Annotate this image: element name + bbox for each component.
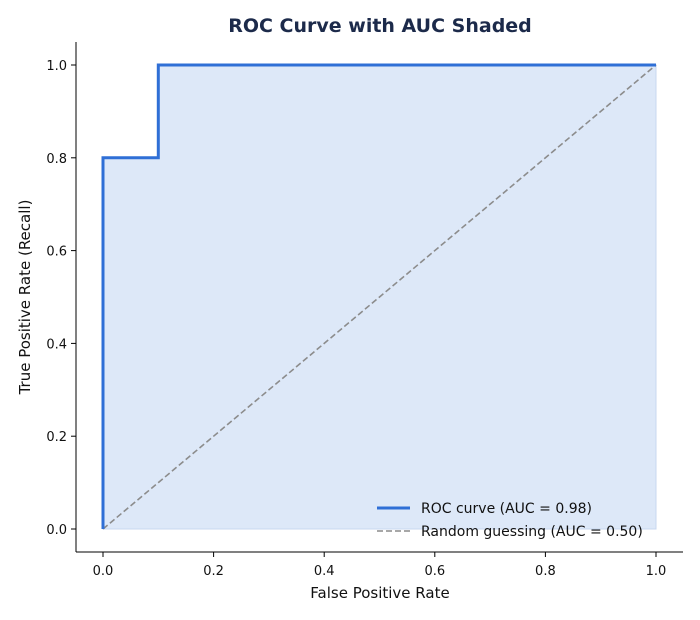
axes: 0.0 0.2 0.4 0.6 0.8 1.0 0.0 0.2 0.4 0.6 0.8 1.0 xyxy=(46,42,683,579)
x-tick-label: 0.8 xyxy=(535,564,556,579)
x-axis-label: False Positive Rate xyxy=(310,584,449,602)
x-tick-label: 0.6 xyxy=(424,564,445,579)
y-tick-label: 1.0 xyxy=(46,59,67,74)
roc-curve-line xyxy=(101,63,656,529)
x-axis-ticks: 0.0 0.2 0.4 0.6 0.8 1.0 xyxy=(93,552,667,579)
plot-area xyxy=(101,63,657,530)
legend-label-random: Random guessing (AUC = 0.50) xyxy=(421,524,643,540)
y-tick-label: 0.8 xyxy=(46,152,67,167)
legend: ROC curve (AUC = 0.98) Random guessing (… xyxy=(377,501,643,540)
x-tick-label: 1.0 xyxy=(646,564,667,579)
y-tick-label: 0.4 xyxy=(46,337,67,352)
x-tick-label: 0.4 xyxy=(314,564,335,579)
random-guessing-line xyxy=(102,64,657,530)
chart-title: ROC Curve with AUC Shaded xyxy=(228,15,532,37)
x-tick-label: 0.0 xyxy=(93,564,114,579)
x-tick-label: 0.2 xyxy=(203,564,224,579)
legend-label-roc: ROC curve (AUC = 0.98) xyxy=(421,501,592,517)
y-axis-label: True Positive Rate (Recall) xyxy=(16,200,34,396)
y-tick-label: 0.0 xyxy=(46,523,67,538)
y-tick-label: 0.6 xyxy=(46,245,67,260)
y-tick-label: 0.2 xyxy=(46,430,67,445)
y-axis-ticks: 0.0 0.2 0.4 0.6 0.8 1.0 xyxy=(46,59,76,538)
